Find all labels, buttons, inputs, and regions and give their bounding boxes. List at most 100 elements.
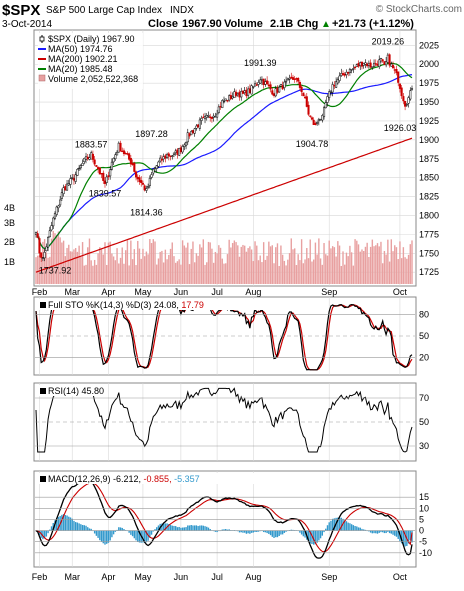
macd-hist-bar bbox=[383, 530, 386, 534]
candle-body bbox=[221, 100, 224, 108]
candle bbox=[143, 184, 146, 192]
watermark: © StockCharts.com bbox=[376, 4, 462, 15]
volume-bar bbox=[114, 260, 117, 284]
volume-bar bbox=[128, 265, 130, 284]
volume-bar bbox=[225, 263, 227, 284]
candle-body bbox=[72, 178, 75, 181]
candle bbox=[114, 152, 117, 161]
volume-bar bbox=[307, 258, 310, 284]
volume-axis-labels: 4B 3B 2B 1B bbox=[4, 203, 15, 267]
macd-hist-bar bbox=[264, 530, 267, 533]
legend-volume-swatch-icon bbox=[38, 74, 46, 82]
candle-body bbox=[333, 85, 336, 87]
sto-legend: Full STO %K(14,3) %D(3) 24.08, 17.79 bbox=[38, 299, 266, 310]
volume-bar bbox=[395, 247, 398, 284]
candle bbox=[57, 204, 60, 213]
candle bbox=[221, 99, 224, 109]
candle-body bbox=[195, 125, 198, 129]
candle-body bbox=[190, 131, 193, 136]
candle bbox=[110, 158, 113, 171]
macd-legend-icon bbox=[40, 476, 46, 482]
candle bbox=[140, 176, 143, 187]
candle bbox=[279, 84, 282, 87]
candle-body bbox=[359, 62, 362, 66]
volume-bar bbox=[268, 241, 270, 284]
volume-axis-label: 2B bbox=[4, 237, 15, 247]
macd-hist-bar bbox=[394, 530, 396, 536]
volume-bar bbox=[281, 254, 284, 284]
candle bbox=[117, 141, 120, 153]
macd-hist-bar bbox=[76, 522, 79, 531]
macd-hist-bar bbox=[262, 530, 265, 533]
macd-hist-bar bbox=[395, 530, 398, 537]
volume-bar bbox=[361, 249, 363, 284]
candle-body bbox=[57, 205, 60, 209]
candle-body bbox=[210, 116, 213, 119]
indicator-y-tick: 15 bbox=[419, 492, 429, 502]
volume-bar bbox=[304, 259, 306, 284]
close-value: 1967.90 bbox=[182, 18, 222, 30]
macd-hist-bar bbox=[100, 530, 103, 542]
price-y-tick: 2000 bbox=[419, 59, 439, 69]
candle-body bbox=[286, 78, 289, 81]
macd-hist-bar bbox=[214, 530, 217, 532]
price-y-tick: 1950 bbox=[419, 97, 439, 107]
macd-hist-bar bbox=[316, 530, 318, 543]
volume-bar bbox=[312, 259, 315, 284]
macd-hist-bar bbox=[302, 530, 305, 537]
candle bbox=[41, 256, 44, 262]
volume-bar bbox=[247, 248, 249, 284]
volume-bar bbox=[214, 251, 217, 284]
x-tick-label-bottom: Jul bbox=[211, 572, 223, 582]
candle bbox=[255, 82, 258, 86]
macd-hist-bar bbox=[109, 530, 111, 541]
candle-body bbox=[228, 95, 231, 101]
candle-body bbox=[171, 155, 174, 157]
candle bbox=[252, 86, 255, 89]
volume-bar bbox=[380, 241, 382, 284]
candle-body bbox=[410, 88, 414, 90]
volume-bar bbox=[123, 263, 125, 284]
candle-body bbox=[305, 96, 308, 107]
macd-hist-bar bbox=[369, 530, 372, 533]
volume-bar bbox=[112, 256, 115, 284]
candle bbox=[288, 74, 291, 84]
candle-body bbox=[310, 117, 314, 120]
candle-body bbox=[386, 54, 389, 63]
volume-bar bbox=[326, 255, 329, 284]
macd-hist-bar bbox=[281, 530, 284, 535]
candle bbox=[298, 80, 301, 91]
volume-bar bbox=[256, 245, 258, 284]
candle-body bbox=[62, 187, 65, 194]
macd-hist-bar bbox=[347, 522, 349, 531]
volume-axis-label: 4B bbox=[4, 203, 15, 213]
price-legend: $SPX (Daily) 1967.90 MA(50) 1974.76 MA(2… bbox=[38, 33, 143, 89]
volume-bar bbox=[400, 258, 403, 284]
indicator-y-tick: 5 bbox=[419, 514, 424, 524]
candle-body bbox=[41, 257, 44, 259]
macd-hist-bar bbox=[138, 530, 141, 543]
macd-hist-bar bbox=[318, 530, 320, 541]
volume-bar bbox=[295, 265, 298, 284]
candle-body bbox=[90, 152, 93, 160]
candle-body bbox=[314, 123, 317, 125]
volume-bar bbox=[381, 263, 384, 284]
volume-bar bbox=[143, 256, 146, 284]
macd-hist-bar bbox=[326, 525, 329, 531]
indicator-y-tick: 10 bbox=[419, 503, 429, 513]
volume-bar bbox=[369, 246, 372, 284]
volume-bar bbox=[124, 250, 127, 284]
volume-bar bbox=[318, 238, 320, 284]
candle bbox=[300, 84, 303, 97]
candle-body bbox=[176, 149, 179, 155]
volume-bar bbox=[243, 245, 246, 284]
macd-hist-bar bbox=[254, 530, 256, 532]
price-y-tick: 1775 bbox=[419, 229, 439, 239]
macd-label-hist: -5.357 bbox=[174, 474, 200, 484]
macd-hist-bar bbox=[409, 530, 411, 540]
volume-bar bbox=[83, 265, 85, 284]
macd-hist-bar bbox=[47, 530, 49, 534]
candle-body bbox=[105, 176, 108, 183]
candle bbox=[47, 236, 50, 252]
candle bbox=[116, 150, 119, 156]
